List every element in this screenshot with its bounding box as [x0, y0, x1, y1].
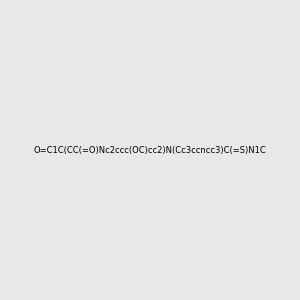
Text: O=C1C(CC(=O)Nc2ccc(OC)cc2)N(Cc3ccncc3)C(=S)N1C: O=C1C(CC(=O)Nc2ccc(OC)cc2)N(Cc3ccncc3)C(… — [34, 146, 266, 154]
